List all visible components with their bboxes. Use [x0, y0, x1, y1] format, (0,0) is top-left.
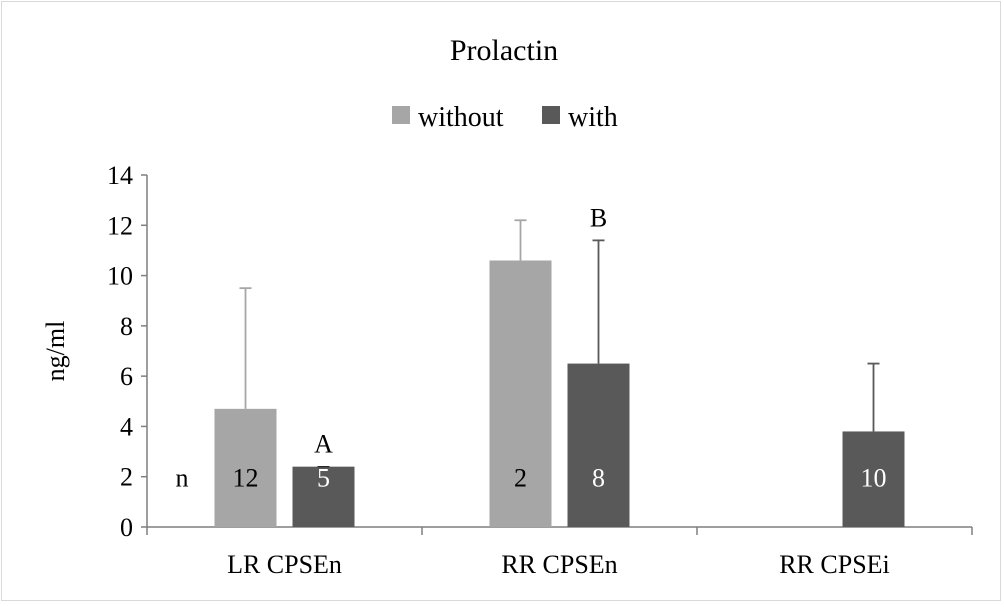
chart-title: Prolactin: [450, 34, 558, 67]
significance-letter: A: [314, 430, 333, 459]
y-axis-title: ng/ml: [41, 321, 70, 382]
y-tick-label: 2: [120, 463, 133, 492]
y-tick-label: 4: [120, 412, 133, 441]
count-label: 10: [861, 464, 887, 493]
bar-with-2: [842, 431, 905, 527]
bar-without-1: [489, 260, 552, 527]
legend: without with: [392, 102, 618, 133]
count-label: 8: [592, 464, 605, 493]
legend-swatch-without: [392, 106, 410, 124]
bar-with-1: [567, 363, 630, 527]
y-tick-label: 12: [107, 211, 133, 240]
y-tick-label: 0: [120, 513, 133, 542]
bars: 12 5 A 2 8 B 10: [214, 203, 905, 527]
y-tick-label: 10: [107, 262, 133, 291]
legend-label-with: with: [568, 102, 618, 133]
n-label: n: [176, 464, 189, 493]
y-tick-label: 6: [120, 362, 133, 391]
count-label: 5: [317, 464, 330, 493]
x-tick-label: RR CPSEi: [779, 550, 890, 579]
legend-swatch-with: [542, 106, 560, 124]
x-tick-label: RR CPSEn: [501, 550, 617, 579]
legend-label-without: without: [418, 102, 504, 133]
x-tick-label: LR CPSEn: [227, 550, 342, 579]
bar-without-0: [214, 408, 277, 527]
significance-letter: B: [590, 203, 607, 232]
bar-with-0: [292, 466, 355, 527]
y-tick-label: 14: [107, 161, 133, 190]
count-label: 12: [233, 464, 259, 493]
count-label: 2: [514, 464, 527, 493]
axes: 0 2 4 6 8 10 12 14 LR CPSEn RR CPSEn RR CPSEi n: [107, 161, 973, 579]
y-tick-label: 8: [120, 312, 133, 341]
